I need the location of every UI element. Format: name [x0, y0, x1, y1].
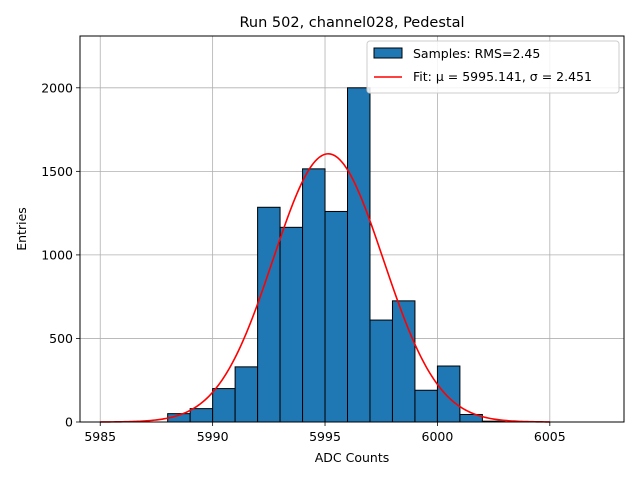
- fit-curve-layer: [100, 153, 550, 423]
- legend-box: [366, 40, 620, 94]
- legend-samples-label: Samples: RMS=2.45: [413, 46, 540, 61]
- x-axis-ticks: 5985 5990 5995 6000 6005: [84, 422, 566, 444]
- legend-fit-label: Fit: μ = 5995.141, σ = 2.451: [413, 69, 592, 84]
- histogram-bar: [234, 366, 259, 423]
- y-axis-label: Entries: [14, 207, 29, 251]
- x-tick-label: 6000: [422, 429, 454, 444]
- x-tick-label: 5995: [309, 429, 341, 444]
- histogram-bar: [212, 388, 236, 423]
- histogram-bars: [167, 87, 506, 423]
- histogram-bar: [324, 210, 349, 423]
- plot-frame: [79, 35, 625, 423]
- chart-title: Run 502, channel028, Pedestal: [239, 15, 464, 31]
- histogram-bar: [414, 389, 438, 423]
- histogram-bar: [302, 168, 326, 423]
- x-axis-label: ADC Counts: [315, 450, 390, 465]
- histogram-bar: [436, 365, 461, 423]
- histogram-bar: [279, 226, 304, 423]
- histogram-bar: [189, 408, 214, 423]
- histogram-bar: [347, 87, 371, 423]
- x-tick-label: 6005: [534, 429, 566, 444]
- y-axis-ticks: 0 500 1000 1500 2000: [41, 80, 80, 430]
- y-tick-label: 2000: [41, 80, 73, 95]
- histogram-bar: [257, 206, 281, 423]
- histogram-bar: [369, 319, 393, 423]
- fit-curve: [100, 153, 550, 423]
- legend-samples-patch: [373, 47, 403, 59]
- y-tick-label: 1500: [41, 164, 73, 179]
- y-tick-label: 1000: [41, 247, 73, 262]
- y-tick-label: 500: [49, 331, 73, 346]
- legend: Samples: RMS=2.45 Fit: μ = 5995.141, σ =…: [366, 40, 620, 94]
- x-tick-label: 5990: [197, 429, 229, 444]
- x-tick-label: 5985: [84, 429, 116, 444]
- y-tick-label: 0: [65, 415, 73, 430]
